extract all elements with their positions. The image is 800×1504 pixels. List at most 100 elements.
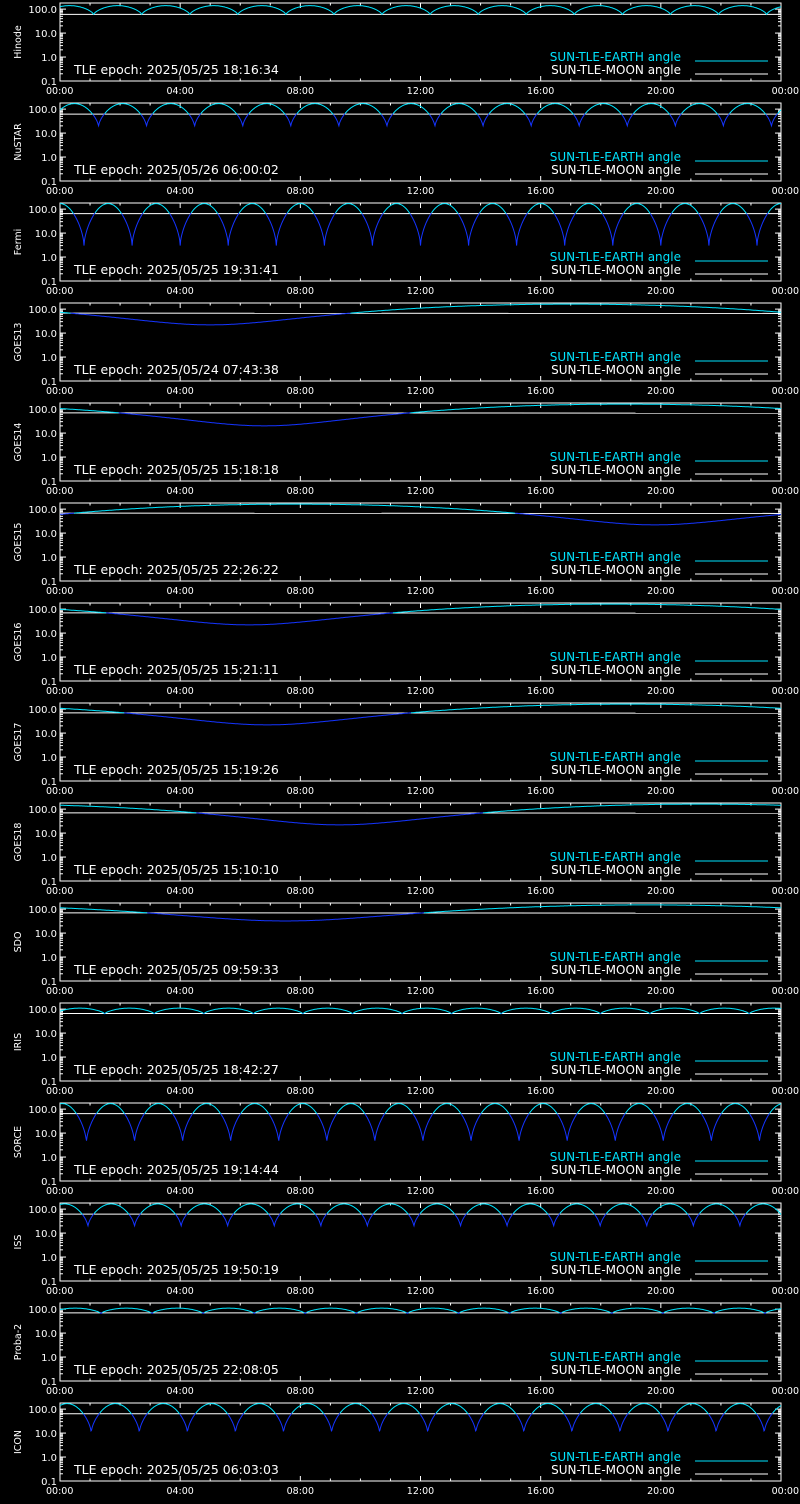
- earth-angle-line-below: [303, 1013, 304, 1014]
- x-tick-label: 00:00: [772, 1186, 799, 1197]
- y-tick-label: 100.0: [28, 805, 57, 816]
- x-tick-label: 00:00: [772, 686, 799, 697]
- tle-epoch-text: TLE epoch: 2025/05/25 15:19:26: [73, 762, 279, 777]
- x-tick-label: 00:00: [46, 586, 73, 597]
- tle-epoch-text: TLE epoch: 2025/05/25 18:16:34: [73, 62, 279, 77]
- y-tick-label: 1.0: [41, 1353, 57, 1364]
- x-tick-label: 16:00: [527, 186, 554, 197]
- x-tick-label: 12:00: [407, 186, 434, 197]
- x-tick-label: 00:00: [46, 186, 73, 197]
- legend-earth-label: SUN-TLE-EARTH angle: [550, 150, 681, 164]
- earth-angle-line-below: [560, 1313, 562, 1314]
- earth-angle-line-below: [749, 1013, 750, 1014]
- tle-epoch-text: TLE epoch: 2025/05/25 19:31:41: [73, 262, 279, 277]
- x-tick-label: 00:00: [772, 1086, 799, 1097]
- legend-earth-label: SUN-TLE-EARTH angle: [550, 1350, 681, 1364]
- legend-earth-label: SUN-TLE-EARTH angle: [550, 1250, 681, 1264]
- y-tick-label: 10.0: [35, 729, 57, 740]
- tle-epoch-text: TLE epoch: 2025/05/26 06:00:02: [73, 162, 279, 177]
- earth-angle-line-below: [253, 1013, 254, 1014]
- y-tick-label: 100.0: [28, 605, 57, 616]
- legend-moon-label: SUN-TLE-MOON angle: [551, 1463, 681, 1477]
- panel-label: SORCE: [13, 1126, 24, 1158]
- x-tick-label: 00:00: [772, 386, 799, 397]
- x-tick-label: 08:00: [287, 1486, 314, 1497]
- x-tick-label: 12:00: [407, 786, 434, 797]
- earth-angle-line-below: [202, 1313, 204, 1314]
- panel-label: GOES15: [13, 523, 24, 562]
- x-tick-label: 12:00: [407, 86, 434, 97]
- panel-label: Hinode: [13, 25, 24, 59]
- x-tick-label: 00:00: [772, 186, 799, 197]
- x-tick-label: 20:00: [647, 586, 674, 597]
- y-tick-label: 1.0: [41, 1453, 57, 1464]
- earth-angle-line-below: [458, 1313, 460, 1314]
- earth-angle-line-below: [650, 1013, 651, 1014]
- y-tick-label: 10.0: [35, 929, 57, 940]
- legend-earth-label: SUN-TLE-EARTH angle: [550, 650, 681, 664]
- x-tick-label: 16:00: [527, 1086, 554, 1097]
- earth-angle-line-below: [151, 1313, 153, 1314]
- tle-epoch-text: TLE epoch: 2025/05/25 19:14:44: [73, 1162, 279, 1177]
- earth-angle-line-below: [402, 1013, 403, 1014]
- x-tick-label: 08:00: [287, 286, 314, 297]
- x-tick-label: 16:00: [527, 486, 554, 497]
- x-tick-label: 20:00: [647, 686, 674, 697]
- earth-angle-line-below: [154, 1013, 155, 1014]
- legend-moon-label: SUN-TLE-MOON angle: [551, 363, 681, 377]
- y-tick-label: 1.0: [41, 953, 57, 964]
- x-tick-label: 12:00: [407, 986, 434, 997]
- x-tick-label: 00:00: [772, 1486, 799, 1497]
- x-tick-label: 08:00: [287, 486, 314, 497]
- earth-angle-line-below: [551, 1013, 552, 1014]
- earth-angle-line-below: [501, 1013, 502, 1014]
- x-tick-label: 20:00: [647, 186, 674, 197]
- y-tick-label: 10.0: [35, 129, 57, 140]
- y-tick-label: 100.0: [28, 405, 57, 416]
- x-tick-label: 12:00: [407, 1486, 434, 1497]
- tle-epoch-text: TLE epoch: 2025/05/25 15:18:18: [73, 462, 279, 477]
- x-tick-label: 00:00: [46, 286, 73, 297]
- x-tick-label: 08:00: [287, 86, 314, 97]
- legend-earth-label: SUN-TLE-EARTH angle: [550, 1150, 681, 1164]
- earth-angle-line-below: [452, 1013, 453, 1014]
- x-tick-label: 04:00: [166, 786, 193, 797]
- x-tick-label: 12:00: [407, 486, 434, 497]
- x-tick-label: 00:00: [46, 486, 73, 497]
- x-tick-label: 00:00: [772, 1386, 799, 1397]
- x-tick-label: 08:00: [287, 1386, 314, 1397]
- x-tick-label: 16:00: [527, 586, 554, 597]
- x-tick-label: 20:00: [647, 286, 674, 297]
- panel-label: Proba-2: [13, 1324, 24, 1360]
- x-tick-label: 04:00: [166, 1486, 193, 1497]
- x-tick-label: 00:00: [46, 1086, 73, 1097]
- x-tick-label: 20:00: [647, 1386, 674, 1397]
- tle-epoch-text: TLE epoch: 2025/05/24 07:43:38: [73, 362, 279, 377]
- x-tick-label: 04:00: [166, 1386, 193, 1397]
- legend-earth-label: SUN-TLE-EARTH angle: [550, 1050, 681, 1064]
- y-tick-label: 10.0: [35, 329, 57, 340]
- x-tick-label: 12:00: [407, 1286, 434, 1297]
- x-tick-label: 00:00: [772, 486, 799, 497]
- x-tick-label: 12:00: [407, 686, 434, 697]
- panel-label: GOES13: [13, 323, 24, 362]
- earth-angle-line-below: [713, 1313, 715, 1314]
- x-tick-label: 00:00: [772, 1286, 799, 1297]
- x-tick-label: 08:00: [287, 1186, 314, 1197]
- x-tick-label: 20:00: [647, 986, 674, 997]
- y-tick-label: 100.0: [28, 1205, 57, 1216]
- x-tick-label: 00:00: [46, 986, 73, 997]
- x-tick-label: 16:00: [527, 886, 554, 897]
- x-tick-label: 04:00: [166, 286, 193, 297]
- tle-epoch-text: TLE epoch: 2025/05/25 18:42:27: [73, 1062, 279, 1077]
- y-tick-label: 100.0: [28, 105, 57, 116]
- y-tick-label: 100.0: [28, 1305, 57, 1316]
- y-tick-label: 10.0: [35, 629, 57, 640]
- tle-epoch-text: TLE epoch: 2025/05/25 22:08:05: [73, 1362, 279, 1377]
- y-tick-label: 10.0: [35, 1229, 57, 1240]
- x-tick-label: 16:00: [527, 1286, 554, 1297]
- legend-moon-label: SUN-TLE-MOON angle: [551, 463, 681, 477]
- x-tick-label: 20:00: [647, 886, 674, 897]
- y-tick-label: 1.0: [41, 453, 57, 464]
